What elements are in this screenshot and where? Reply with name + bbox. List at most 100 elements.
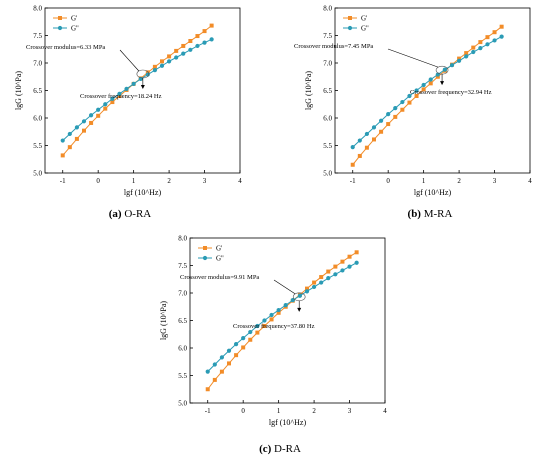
caption-c-letter: (c) bbox=[259, 443, 272, 455]
legend-label: G' bbox=[71, 15, 77, 23]
caption-c-name: D-RA bbox=[274, 443, 301, 455]
data-point-circle bbox=[262, 318, 267, 323]
data-point-square bbox=[103, 106, 108, 111]
data-point-circle bbox=[421, 82, 426, 88]
data-point-square bbox=[386, 122, 391, 127]
y-tick-label: 6.5 bbox=[178, 317, 187, 325]
data-point-square bbox=[174, 48, 179, 53]
data-point-square bbox=[145, 70, 150, 75]
x-tick-label: 1 bbox=[277, 407, 281, 415]
data-point-square bbox=[347, 254, 352, 259]
x-axis-title: lgf (10^Hz) bbox=[124, 188, 162, 197]
caption-panel-c: (c) D-RA bbox=[210, 443, 350, 455]
data-point-square bbox=[471, 45, 476, 50]
x-tick-label: -1 bbox=[350, 177, 356, 185]
modulus-pointer bbox=[273, 279, 296, 295]
data-point-circle bbox=[364, 131, 370, 137]
data-point-circle bbox=[340, 268, 345, 273]
legend-marker-square bbox=[58, 16, 62, 20]
y-tick-label: 6.0 bbox=[33, 115, 42, 123]
data-point-square bbox=[312, 280, 317, 285]
data-point-square bbox=[269, 317, 274, 322]
y-tick-label: 5.5 bbox=[178, 372, 187, 380]
crossover-frequency-label: Crossover frequency=32.94 Hz bbox=[410, 89, 492, 96]
data-point-circle bbox=[386, 112, 391, 117]
data-point-square bbox=[319, 275, 324, 280]
data-point-circle bbox=[96, 107, 101, 112]
y-tick-label: 5.0 bbox=[33, 170, 42, 178]
data-point-circle bbox=[202, 40, 207, 45]
modulus-pointer bbox=[119, 49, 140, 72]
data-point-circle bbox=[81, 119, 87, 124]
caption-b-name: M-RA bbox=[423, 208, 453, 220]
data-point-square bbox=[354, 250, 359, 255]
y-tick-label: 6.0 bbox=[323, 115, 332, 123]
y-tick-label: 8.0 bbox=[323, 5, 332, 13]
crossover-frequency-label: Crossover frequency=37.80 Hz bbox=[233, 323, 315, 330]
data-point-square bbox=[255, 330, 260, 335]
data-point-circle bbox=[357, 138, 362, 143]
x-tick-label: 1 bbox=[132, 177, 136, 185]
crossover-modulus-label: Crossover modulus=9.91 MPa bbox=[180, 274, 259, 281]
data-point-circle bbox=[464, 54, 469, 59]
data-point-square bbox=[357, 153, 362, 158]
data-point-square bbox=[326, 269, 331, 274]
data-point-circle bbox=[456, 58, 462, 63]
data-point-circle bbox=[181, 51, 186, 56]
series-line bbox=[352, 26, 502, 166]
data-point-circle bbox=[414, 88, 419, 93]
data-point-circle bbox=[428, 77, 433, 82]
legend-label: G'' bbox=[361, 25, 369, 33]
data-point-square bbox=[379, 129, 384, 134]
data-point-square bbox=[421, 87, 426, 92]
data-point-square bbox=[205, 387, 210, 392]
x-axis-title: lgf (10^Hz) bbox=[269, 418, 307, 427]
data-point-square bbox=[276, 310, 281, 315]
y-tick-label: 7.0 bbox=[178, 290, 187, 298]
data-point-square bbox=[492, 30, 497, 35]
data-point-square bbox=[209, 23, 214, 28]
legend-label: G' bbox=[216, 245, 222, 253]
data-point-square bbox=[340, 259, 345, 264]
x-tick-label: 4 bbox=[238, 177, 242, 185]
data-point-square bbox=[60, 153, 65, 158]
data-point-circle bbox=[400, 99, 405, 105]
y-tick-label: 5.0 bbox=[323, 170, 332, 178]
data-point-circle bbox=[297, 293, 303, 298]
data-point-square bbox=[212, 377, 217, 382]
data-point-circle bbox=[131, 81, 136, 86]
legend-marker-square bbox=[203, 246, 207, 250]
x-tick-label: 4 bbox=[383, 407, 387, 415]
x-tick-label: -1 bbox=[60, 177, 66, 185]
data-point-circle bbox=[442, 67, 448, 72]
data-point-circle bbox=[269, 312, 274, 318]
x-tick-label: 0 bbox=[96, 177, 100, 185]
data-point-square bbox=[350, 162, 355, 167]
data-point-square bbox=[400, 107, 405, 112]
data-point-circle bbox=[159, 63, 165, 68]
plot-frame bbox=[44, 7, 241, 174]
caption-a-name: O-RA bbox=[124, 208, 152, 220]
data-point-square bbox=[372, 137, 376, 142]
data-point-square bbox=[74, 136, 79, 141]
data-point-circle bbox=[350, 145, 355, 150]
legend-label: G'' bbox=[71, 25, 79, 33]
data-point-circle bbox=[188, 47, 193, 52]
data-point-square bbox=[478, 40, 483, 45]
y-tick-label: 7.0 bbox=[33, 60, 42, 68]
data-point-square bbox=[414, 94, 419, 98]
crossover-modulus-label: Crossover modulus=6.33 MPa bbox=[26, 44, 105, 51]
data-point-square bbox=[160, 59, 164, 64]
data-point-circle bbox=[67, 131, 72, 137]
x-axis-title: lgf (10^Hz) bbox=[414, 188, 452, 197]
data-point-circle bbox=[347, 264, 352, 269]
data-point-circle bbox=[283, 303, 288, 308]
data-point-circle bbox=[219, 355, 225, 360]
data-point-square bbox=[393, 114, 398, 119]
data-point-circle bbox=[233, 342, 239, 347]
data-point-circle bbox=[378, 118, 384, 123]
data-point-square bbox=[152, 64, 157, 69]
data-point-circle bbox=[226, 348, 232, 353]
data-point-circle bbox=[471, 49, 476, 55]
data-point-circle bbox=[485, 42, 490, 47]
